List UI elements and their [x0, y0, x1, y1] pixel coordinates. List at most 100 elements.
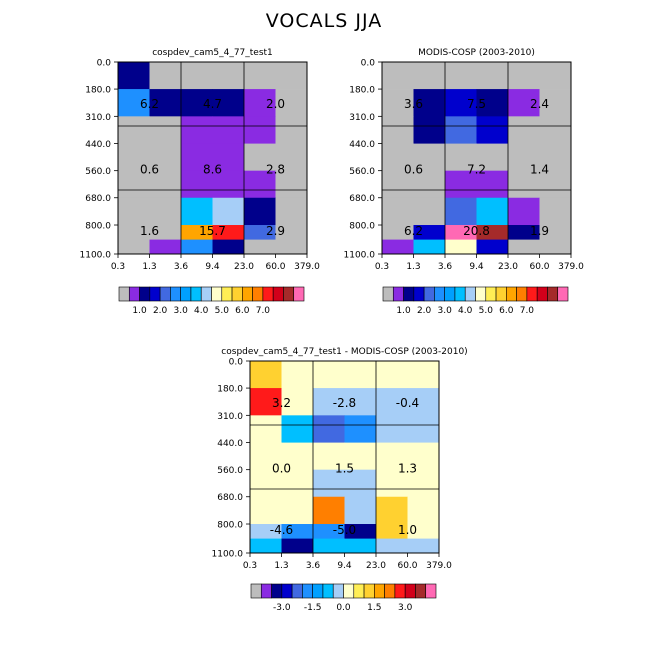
- heatmap-cell: [376, 538, 408, 554]
- heatmap-cell: [445, 89, 477, 117]
- colorbar-swatch: [394, 583, 406, 599]
- heatmap-cell: [508, 239, 540, 255]
- heatmap-cell: [376, 496, 408, 525]
- heatmap-cell: [508, 62, 540, 90]
- heatmap-cell: [382, 197, 414, 226]
- heatmap-cell: [382, 89, 414, 117]
- colorbar-swatch: [312, 583, 324, 599]
- cell-value-label: 2.9: [266, 224, 285, 238]
- heatmap-cell: [445, 239, 477, 255]
- heatmap-cell: [382, 116, 414, 144]
- heatmap-cell: [413, 143, 446, 172]
- heatmap-cell: [539, 225, 572, 240]
- colorbar-swatch: [343, 583, 355, 599]
- heatmap-cell: [407, 361, 440, 389]
- x-tick-label: 23.0: [498, 262, 518, 272]
- colorbar-swatch: [149, 286, 161, 302]
- heatmap-cell: [313, 496, 345, 525]
- heatmap-cell: [413, 197, 446, 226]
- heatmap-cell: [539, 143, 572, 172]
- cell-value-label: 2.8: [266, 163, 285, 177]
- colorbar-swatch: [293, 286, 305, 302]
- heatmap-cell: [376, 442, 408, 471]
- heatmap-cell: [281, 496, 314, 525]
- heatmap-cell: [376, 524, 408, 539]
- colorbar-label: 4.0: [458, 306, 473, 316]
- heatmap-cell: [149, 225, 182, 240]
- cell-value-label: 1.4: [530, 163, 549, 177]
- heatmap-cell: [407, 388, 440, 416]
- cell-value-label: 3.2: [272, 396, 291, 410]
- y-tick-label: 1100.0: [212, 550, 244, 560]
- heatmap-cell: [181, 197, 213, 226]
- heatmap-cell: [445, 197, 477, 226]
- heatmap-cell: [508, 170, 540, 199]
- heatmap-cell: [212, 170, 245, 199]
- x-tick-label: 3.6: [174, 262, 189, 272]
- heatmap-cell: [382, 170, 414, 199]
- heatmap-cell: [212, 62, 245, 90]
- heatmap-cell: [244, 197, 276, 226]
- heatmap-cell: [181, 239, 213, 255]
- colorbar-label: 6.0: [235, 306, 250, 316]
- heatmap-cell: [508, 89, 540, 117]
- heatmap-cell: [118, 143, 150, 172]
- y-tick-label: 680.0: [349, 194, 375, 204]
- cell-value-label: 20.8: [463, 224, 490, 238]
- heatmap-cell: [250, 496, 282, 525]
- heatmap-cell: [118, 116, 150, 144]
- colorbar-swatch: [332, 583, 344, 599]
- heatmap-cell: [508, 143, 540, 172]
- heatmap-cell: [149, 239, 182, 255]
- heatmap-cell: [118, 170, 150, 199]
- y-tick-label: 560.0: [85, 167, 111, 177]
- heatmap-cell: [382, 62, 414, 90]
- colorbar-label: 3.0: [398, 603, 413, 613]
- x-tick-label: 379.0: [558, 262, 584, 272]
- cell-value-label: 4.7: [203, 97, 222, 111]
- heatmap-cell: [313, 538, 345, 554]
- x-tick-label: 379.0: [294, 262, 320, 272]
- heatmap-cell: [118, 239, 150, 255]
- heatmap-cell: [376, 415, 408, 443]
- heatmap-cell: [149, 62, 182, 90]
- heatmap-cell: [212, 116, 245, 144]
- colorbar-swatch: [250, 583, 262, 599]
- y-tick-label: 0.0: [361, 59, 376, 69]
- heatmap-cell: [281, 361, 314, 389]
- cell-value-label: 8.6: [203, 163, 222, 177]
- colorbar-label: 2.0: [153, 306, 168, 316]
- heatmap-cell: [244, 62, 276, 90]
- colorbar-swatch: [464, 286, 476, 302]
- heatmap-cell: [508, 225, 540, 240]
- heatmap-cell: [344, 361, 377, 389]
- heatmap-cell: [376, 469, 408, 498]
- cell-value-label: -0.4: [396, 396, 419, 410]
- cell-value-label: 1.6: [140, 224, 159, 238]
- heatmap-cell: [508, 197, 540, 226]
- heatmap-cell: [445, 143, 477, 172]
- x-tick-label: 9.4: [337, 561, 352, 571]
- y-tick-label: 0.0: [97, 59, 112, 69]
- heatmap-cell: [344, 469, 377, 498]
- colorbar-swatch: [516, 286, 528, 302]
- colorbar-swatch: [302, 583, 313, 599]
- heatmap-cell: [118, 89, 150, 117]
- heatmap-cell: [281, 538, 314, 554]
- colorbar: 1.0 2.0 3.0 4.0 5.0 6.0 7.0: [382, 286, 569, 316]
- panel-title: MODIS-COSP (2003-2010): [418, 48, 535, 58]
- heatmap-cell: [344, 524, 377, 539]
- heatmap-cell: [476, 225, 509, 240]
- heatmap-cell: [539, 62, 572, 90]
- colorbar-swatch: [271, 583, 283, 599]
- heatmap-cell: [344, 442, 377, 471]
- colorbar-label: -3.0: [273, 603, 291, 613]
- colorbar-swatch: [322, 583, 334, 599]
- colorbar-swatch: [403, 286, 415, 302]
- colorbar-label: 5.0: [215, 306, 230, 316]
- heatmap-cell: [250, 538, 282, 554]
- colorbar-swatch: [454, 286, 466, 302]
- colorbar-swatch: [159, 286, 171, 302]
- x-tick-label: 9.4: [469, 262, 484, 272]
